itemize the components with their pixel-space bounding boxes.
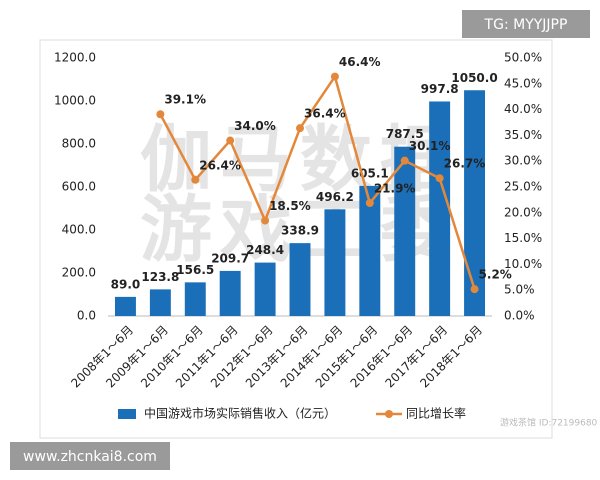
stamp: 游戏茶馆 ID:72199680 bbox=[500, 417, 598, 429]
bar bbox=[114, 296, 136, 316]
y-tick-label: 800.0 bbox=[62, 137, 96, 151]
point bbox=[296, 124, 304, 133]
overlay-text: TG: MYYJJPP bbox=[484, 17, 568, 33]
y2-tick-label: 15.0% bbox=[504, 231, 542, 245]
value-label: 156.5 bbox=[176, 263, 214, 277]
legend-swatch bbox=[385, 410, 393, 418]
value-label: 1050.0 bbox=[451, 71, 497, 85]
bar bbox=[324, 209, 346, 316]
overlay-box bbox=[10, 442, 170, 470]
y2-tick-label: 40.0% bbox=[504, 102, 542, 116]
point bbox=[330, 72, 339, 81]
bar bbox=[289, 243, 311, 316]
point bbox=[226, 136, 235, 145]
y2-tick-label: 45.0% bbox=[504, 76, 542, 90]
value-label: 496.2 bbox=[316, 190, 354, 204]
value-label: 36.4% bbox=[304, 107, 346, 121]
overlay-box bbox=[462, 10, 590, 38]
value-label: 5.2% bbox=[479, 268, 512, 282]
line bbox=[159, 73, 476, 290]
value-label: 18.5% bbox=[269, 199, 311, 213]
point bbox=[261, 216, 270, 225]
y2-tick-label: 20.0% bbox=[504, 205, 542, 219]
bar bbox=[254, 262, 276, 316]
y2-tick-label: 5.0% bbox=[504, 283, 535, 297]
y2-tick-label: 30.0% bbox=[504, 154, 542, 168]
y-tick-label: 0.0 bbox=[77, 309, 96, 323]
bar bbox=[359, 185, 381, 316]
y-tick-label: 600.0 bbox=[62, 180, 96, 194]
bar bbox=[184, 282, 206, 316]
bar bbox=[219, 270, 241, 316]
y-tick-label: 400.0 bbox=[62, 223, 96, 237]
point bbox=[365, 198, 374, 207]
y-tick-label: 1200.0 bbox=[54, 51, 96, 65]
value-label: 46.4% bbox=[339, 55, 381, 69]
legend-label: 同比增长率 bbox=[406, 406, 466, 421]
value-label: 605.1 bbox=[351, 166, 389, 180]
value-label: 338.9 bbox=[281, 224, 319, 238]
value-label: 34.0% bbox=[234, 119, 276, 133]
y2-tick-label: 35.0% bbox=[504, 128, 542, 142]
legend-swatch bbox=[118, 409, 136, 419]
point bbox=[400, 156, 409, 165]
value-label: 123.8 bbox=[141, 270, 179, 284]
value-label: 209.7 bbox=[211, 251, 249, 265]
y2-tick-label: 10.0% bbox=[504, 257, 542, 271]
bar bbox=[429, 101, 451, 317]
bar bbox=[394, 146, 416, 316]
y2-tick-label: 0.0% bbox=[504, 309, 535, 323]
value-label: 30.1% bbox=[409, 139, 451, 153]
point bbox=[191, 175, 200, 184]
y-tick-label: 1000.0 bbox=[54, 94, 96, 108]
value-label: 997.8 bbox=[421, 82, 459, 96]
legend-label: 中国游戏市场实际销售收入（亿元） bbox=[144, 406, 336, 421]
value-label: 21.9% bbox=[374, 181, 416, 195]
y-tick-label: 200.0 bbox=[62, 266, 96, 280]
value-label: 26.7% bbox=[444, 157, 486, 171]
value-label: 89.0 bbox=[111, 277, 141, 291]
point bbox=[435, 174, 444, 183]
overlay-text: www.zhcnkai8.com bbox=[23, 449, 157, 465]
value-label: 26.4% bbox=[199, 158, 241, 172]
bar bbox=[464, 90, 486, 316]
value-label: 39.1% bbox=[164, 93, 206, 107]
point bbox=[470, 285, 479, 294]
y2-tick-label: 25.0% bbox=[504, 180, 542, 194]
value-label: 248.4 bbox=[246, 243, 284, 257]
y2-tick-label: 50.0% bbox=[504, 51, 542, 65]
value-label: 787.5 bbox=[386, 127, 424, 141]
point bbox=[156, 110, 165, 119]
bar bbox=[149, 289, 171, 316]
